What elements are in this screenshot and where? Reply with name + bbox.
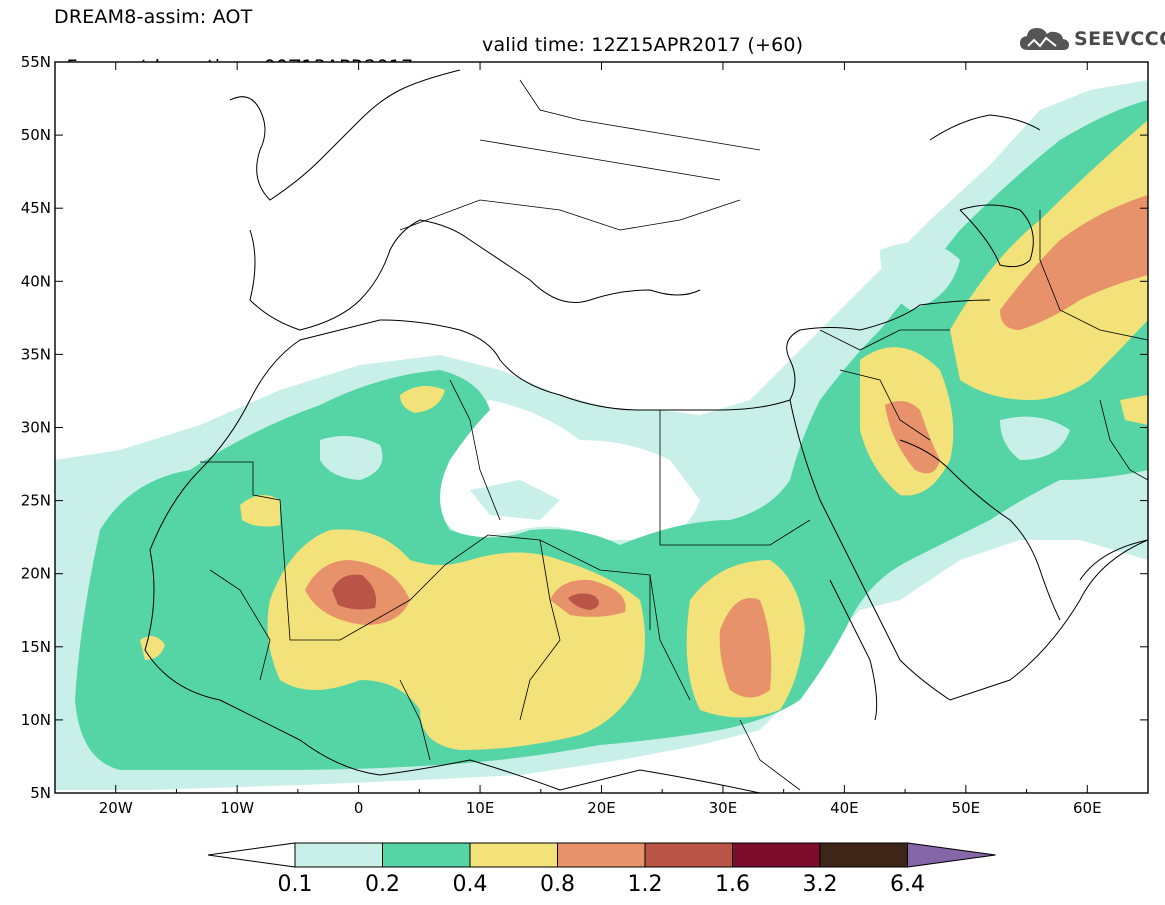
lon-label: 20W [99,799,133,817]
colorbar-level-label: 1.6 [715,872,750,897]
lon-label: 20E [587,799,616,817]
lat-label: 55N [21,53,51,71]
colorbar-box [732,842,821,868]
longitude-labels: 20W 10W 0 10E 20E 30E 40E 50E 60E [99,799,1102,817]
lon-label: 10E [466,799,495,817]
aot-light-patch [880,242,960,310]
colorbar-level-label: 3.2 [803,872,838,897]
colorbar-box [557,842,646,868]
colorbar-level-label: 6.4 [890,872,925,897]
logo-text: SEEVCCC [1074,28,1165,50]
coastlines [144,69,1148,793]
cloud-icon [1020,28,1069,50]
colorbar-box [294,842,383,868]
colorbar-box [469,842,558,868]
country-borders [200,79,1148,791]
lon-label: 40E [830,799,859,817]
colorbar-boxes [207,842,996,868]
aot-level-1-2 [332,574,599,610]
seevccc-logo: SEEVCCC [1018,23,1165,55]
lat-label: 5N [30,784,51,802]
colorbar-level-label: 1.2 [628,872,663,897]
lon-label: 50E [952,799,981,817]
colorbar-level-label: 0.4 [453,872,488,897]
aot-light-patch [1000,416,1070,460]
latitude-labels: 55N 50N 45N 40N 35N 30N 25N 20N 15N 10N 5N [21,53,51,802]
colorbar-level-label: 0.8 [540,872,575,897]
lat-label: 35N [21,345,51,363]
valid-time: valid time: 12Z15APR2017 (+60) [482,34,804,56]
map-title: DREAM8-assim: AOT [54,6,253,28]
aot-field [55,80,1148,790]
lat-label: 45N [21,199,51,217]
lon-label: 30E [709,799,738,817]
lat-label: 25N [21,492,51,510]
lat-label: 50N [21,126,51,144]
axis-ticks [54,61,1149,794]
lon-label: 60E [1073,799,1102,817]
colorbar-level-label: 0.2 [365,872,400,897]
colorbar-over-triangle [907,842,996,868]
colorbar-labels: 0.1 0.2 0.4 0.8 1.2 1.6 3.2 6.4 [278,872,926,897]
lon-label: 0 [354,799,364,817]
colorbar-level-label: 0.1 [278,872,313,897]
aot-light-patch [320,436,383,480]
colorbar-box [819,842,908,868]
lon-label: 10W [220,799,254,817]
lat-label: 10N [21,711,51,729]
lat-label: 20N [21,565,51,583]
lat-label: 15N [21,638,51,656]
lat-label: 30N [21,419,51,437]
colorbar-under-triangle [207,842,296,868]
colorbar-box [382,842,471,868]
colorbar-box [644,842,733,868]
aot-level-0-1-island [470,480,560,520]
lat-label: 40N [21,272,51,290]
